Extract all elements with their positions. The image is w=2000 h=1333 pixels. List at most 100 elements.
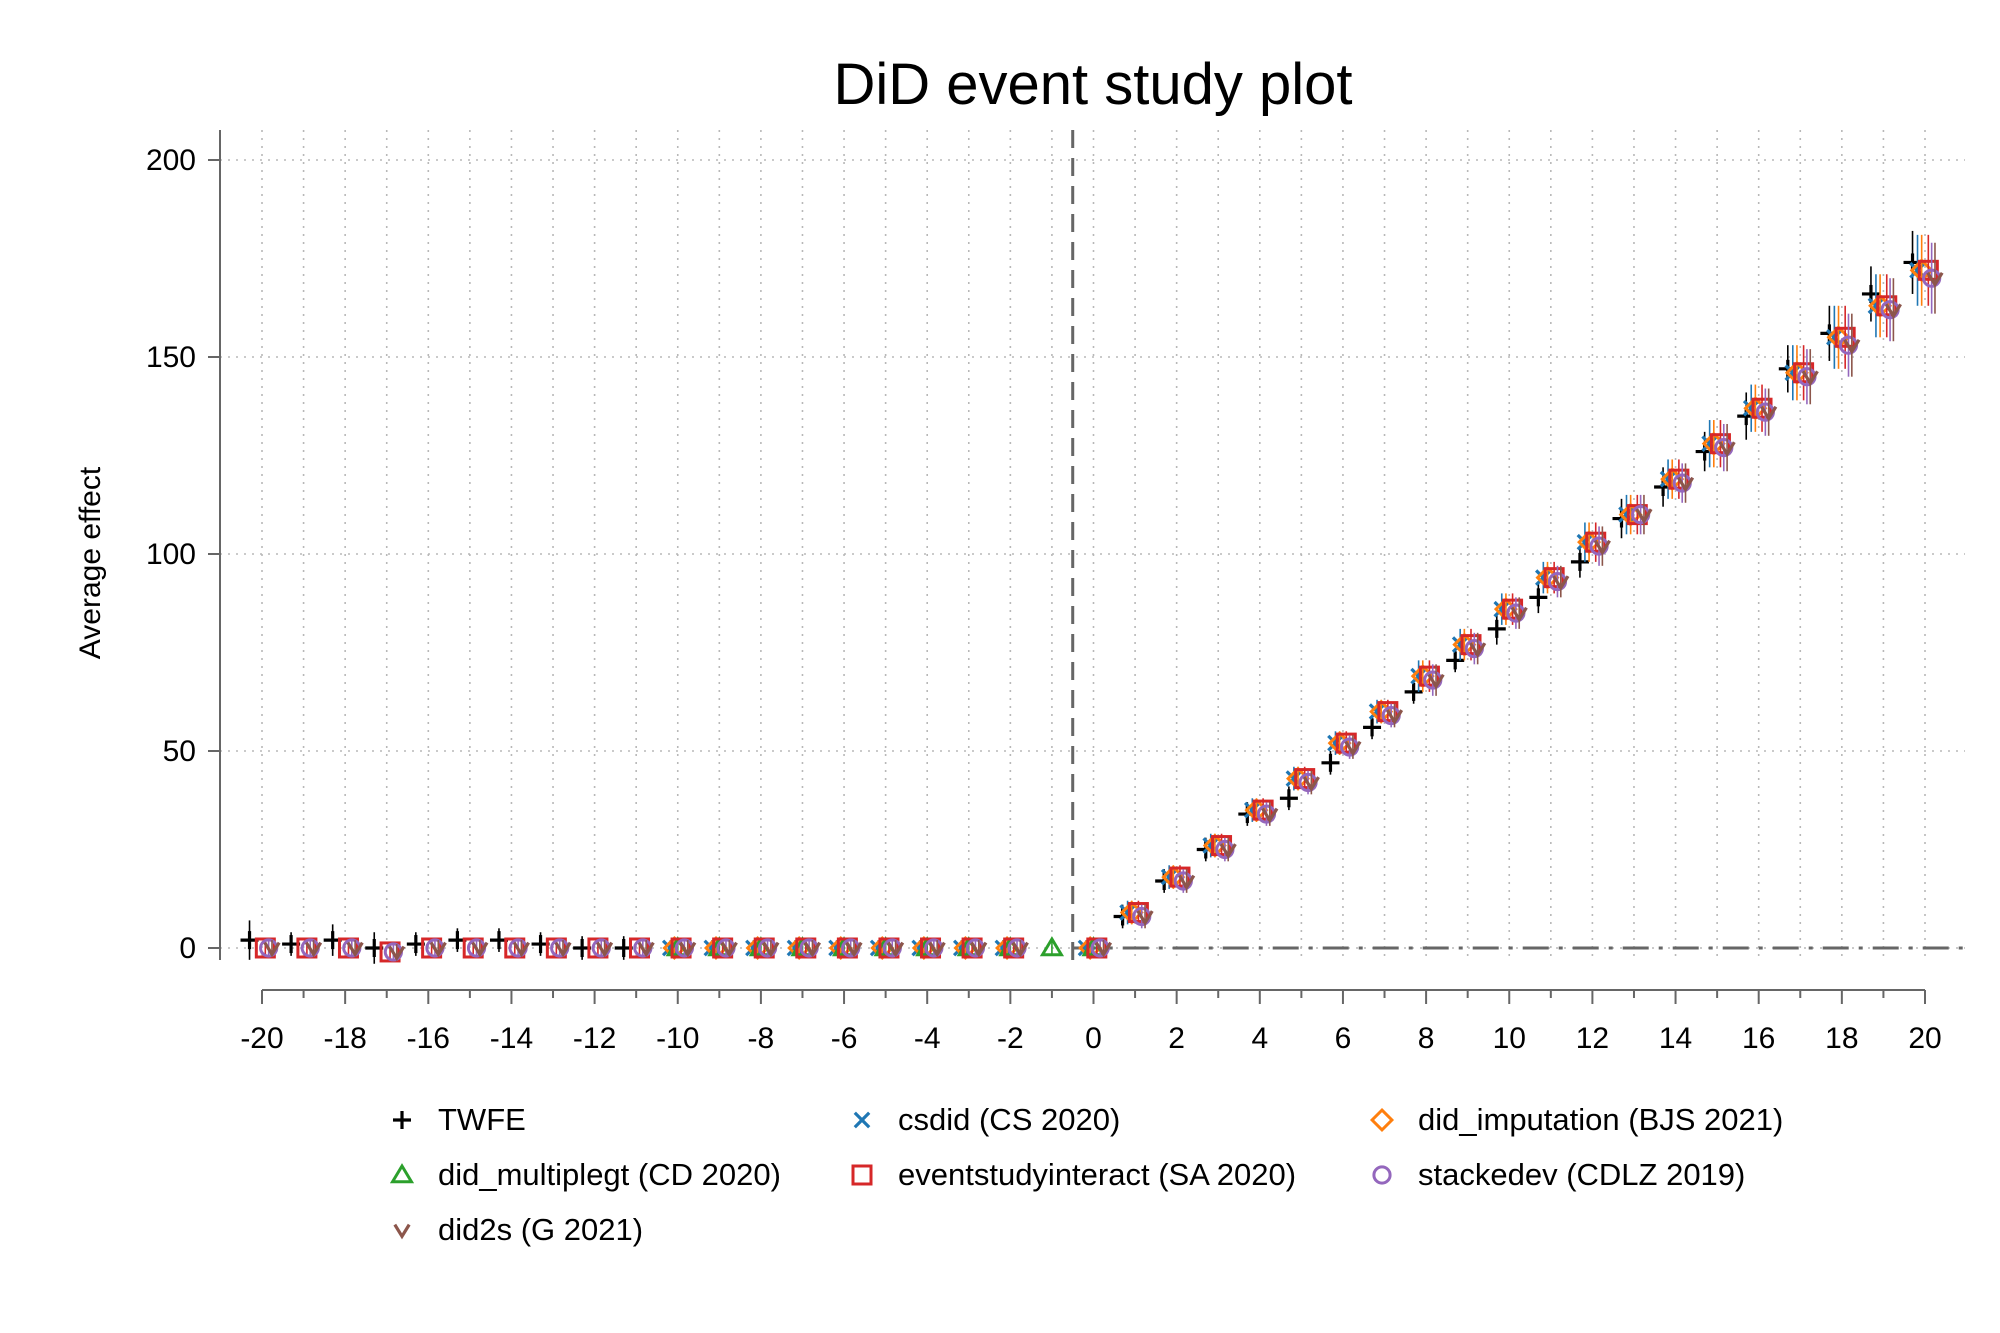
marker-v — [1427, 673, 1445, 690]
marker-triangle — [1039, 936, 1065, 957]
marker-v — [263, 941, 281, 958]
legend-item: did2s (G 2021) — [393, 1212, 643, 1247]
y-axis-title: Average effect — [74, 466, 107, 659]
marker-plus — [1570, 552, 1589, 571]
x-tick-label: 12 — [1576, 1022, 1609, 1055]
marker-v — [1302, 776, 1320, 792]
marker-v — [1136, 910, 1154, 926]
marker-v — [1219, 843, 1237, 859]
series-diamond — [662, 234, 1934, 961]
marker-v — [1178, 874, 1196, 891]
legend-item: stackedev (CDLZ 2019) — [1372, 1157, 1745, 1192]
marker-v — [429, 941, 447, 958]
marker-v — [803, 941, 822, 958]
data-series — [240, 230, 1944, 964]
legend-label: did_multiplegt (CD 2020) — [438, 1157, 781, 1192]
marker-v — [1011, 941, 1029, 958]
marker-v — [1510, 606, 1528, 623]
marker-v — [970, 941, 988, 958]
marker-plus — [1363, 718, 1382, 737]
marker-v — [304, 941, 323, 958]
marker-v — [762, 941, 780, 958]
marker-v — [1676, 476, 1695, 493]
marker-v — [845, 941, 863, 958]
series-square — [254, 234, 1939, 963]
marker-v — [928, 941, 946, 958]
marker-v — [1344, 740, 1362, 757]
marker-v — [1593, 539, 1611, 556]
series-v — [263, 242, 1944, 962]
legend: TWFE csdid (CS 2020) did_imputation (BJS 2… — [389, 1102, 1783, 1247]
marker-v — [887, 941, 905, 958]
x-tick-label: 10 — [1493, 1022, 1526, 1055]
marker-v — [1718, 441, 1736, 457]
marker-plus — [1321, 753, 1340, 772]
series-circle — [259, 242, 1942, 962]
reference-lines — [1071, 130, 1965, 960]
marker-v — [346, 941, 364, 958]
marker-v — [554, 941, 572, 958]
marker-v — [1469, 642, 1487, 658]
legend-label: eventstudyinteract (SA 2020) — [898, 1157, 1296, 1192]
legend-label: stackedev (CDLZ 2019) — [1418, 1157, 1745, 1192]
legend-label: did2s (G 2021) — [438, 1212, 643, 1247]
marker-v — [1760, 405, 1778, 422]
legend-item: csdid (CS 2020) — [853, 1102, 1120, 1137]
x-tick-label: -4 — [914, 1022, 941, 1055]
marker-v — [679, 941, 697, 958]
marker-v — [1385, 709, 1404, 725]
x-tick-label: 16 — [1742, 1022, 1775, 1055]
marker-plus — [1487, 619, 1506, 638]
x-tick-label: -6 — [831, 1022, 858, 1055]
series-x — [661, 234, 1926, 957]
marker-plus — [1279, 789, 1298, 808]
x-tick-label: -8 — [748, 1022, 775, 1055]
legend-item: did_multiplegt (CD 2020) — [389, 1157, 781, 1192]
y-tick-label: 50 — [163, 735, 196, 768]
marker-v — [1635, 508, 1653, 524]
x-tick-label: -12 — [573, 1022, 616, 1055]
x-tick-label: 6 — [1335, 1022, 1352, 1055]
marker-v — [1801, 370, 1819, 387]
legend-label: csdid (CS 2020) — [898, 1102, 1120, 1137]
marker-plus — [1529, 588, 1548, 607]
x-tick-label: 4 — [1251, 1022, 1268, 1055]
legend-item: did_imputation (BJS 2021) — [1369, 1102, 1783, 1137]
marker-circle — [1372, 1165, 1392, 1185]
marker-v — [1926, 271, 1944, 288]
axes — [208, 130, 1926, 1004]
marker-v — [393, 1223, 411, 1240]
series-plus — [240, 230, 1922, 964]
marker-square — [1834, 326, 1856, 348]
y-tick-label: 200 — [146, 144, 196, 177]
x-tick-label: 14 — [1659, 1022, 1692, 1055]
legend-item: TWFE — [393, 1102, 526, 1137]
x-tick-label: 2 — [1168, 1022, 1185, 1055]
marker-v — [388, 945, 406, 962]
marker-v — [1843, 338, 1861, 355]
marker-diamond — [1369, 1107, 1395, 1133]
marker-v — [512, 941, 530, 958]
marker-square — [851, 1164, 873, 1186]
x-tick-label: -18 — [323, 1022, 366, 1055]
marker-v — [1552, 575, 1570, 591]
marker-v — [1094, 941, 1113, 958]
marker-square — [1917, 259, 1939, 281]
marker-v — [596, 941, 614, 958]
x-tick-label: -10 — [656, 1022, 699, 1055]
marker-v — [720, 941, 738, 958]
legend-label: did_imputation (BJS 2021) — [1418, 1102, 1783, 1137]
x-tick-label: 8 — [1418, 1022, 1435, 1055]
marker-v — [471, 941, 489, 958]
x-tick-label: -20 — [240, 1022, 283, 1055]
marker-v — [1261, 807, 1279, 824]
marker-x — [853, 1111, 871, 1129]
chart-title: DiD event study plot — [833, 52, 1352, 117]
marker-plus — [1404, 682, 1423, 701]
x-tick-label: -2 — [997, 1022, 1024, 1055]
marker-plus — [393, 1111, 411, 1129]
x-tick-label: -16 — [407, 1022, 450, 1055]
x-tick-label: 18 — [1825, 1022, 1858, 1055]
